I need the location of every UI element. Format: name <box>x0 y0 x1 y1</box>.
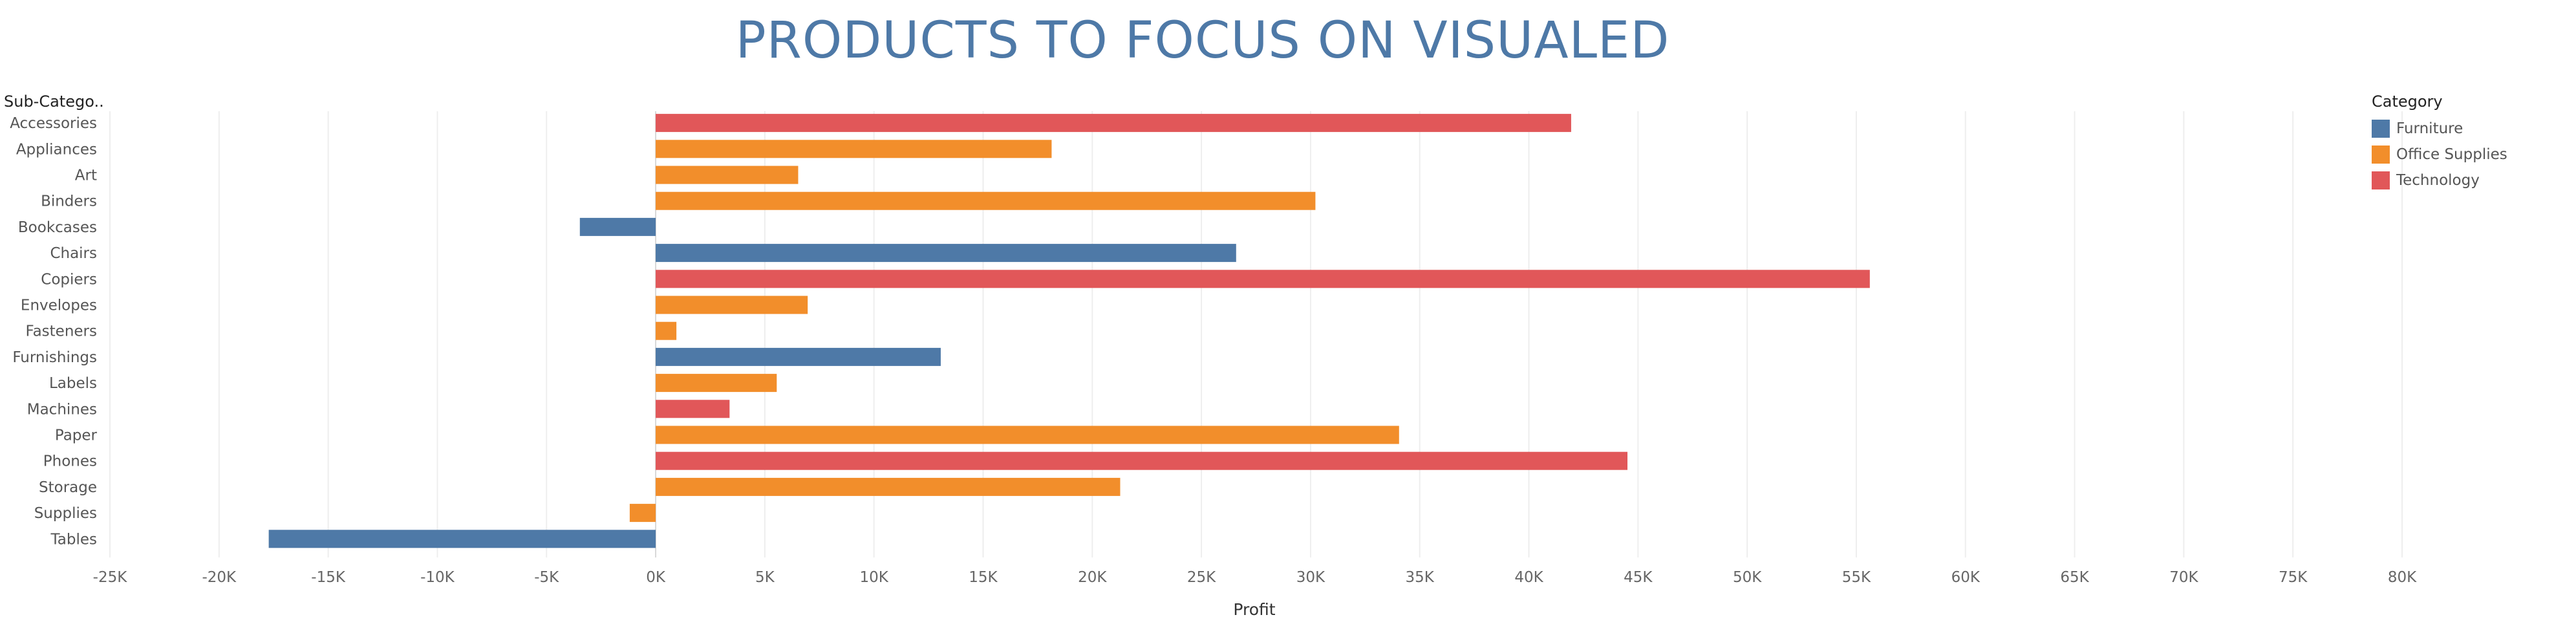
bar-tables[interactable] <box>268 530 656 548</box>
bar-accessories[interactable] <box>656 114 1571 133</box>
y-tick-label: Envelopes <box>21 297 97 314</box>
x-tick-label: 55K <box>1842 569 1871 586</box>
y-tick-label: Chairs <box>50 245 97 262</box>
legend-label: Office Supplies <box>2396 146 2507 163</box>
y-tick-label: Accessories <box>10 115 97 132</box>
bar-bookcases[interactable] <box>579 217 656 236</box>
x-tick-label: 60K <box>1951 569 1980 586</box>
bar-chairs[interactable] <box>656 244 1236 263</box>
x-tick-label: 45K <box>1624 569 1653 586</box>
x-axis-title: Profit <box>1233 600 1276 619</box>
legend-swatch <box>2372 120 2390 138</box>
bar-storage[interactable] <box>656 477 1121 496</box>
bar-art[interactable] <box>656 166 799 184</box>
legend: Category Furniture Office Supplies Technol… <box>2372 92 2572 193</box>
x-tick-label: 50K <box>1733 569 1762 586</box>
bar-appliances[interactable] <box>656 140 1052 158</box>
x-tick-label: -20K <box>202 569 237 586</box>
bar-labels[interactable] <box>656 374 777 393</box>
y-tick-label: Copiers <box>41 271 97 288</box>
legend-item-furniture[interactable]: Furniture <box>2372 116 2572 142</box>
y-tick-label: Art <box>75 167 97 184</box>
x-tick-label: 10K <box>859 569 888 586</box>
legend-label: Technology <box>2396 172 2480 189</box>
row-header: Sub-Catego.. <box>4 92 104 111</box>
y-tick-label: Fasteners <box>25 323 97 340</box>
y-tick-label: Appliances <box>16 141 97 158</box>
x-tick-label: 40K <box>1514 569 1543 586</box>
y-tick-label: Binders <box>41 193 97 210</box>
bar-furnishings[interactable] <box>656 347 941 366</box>
legend-swatch <box>2372 171 2390 189</box>
bar-envelopes[interactable] <box>656 296 808 314</box>
x-tick-label: 20K <box>1078 569 1107 586</box>
legend-swatch <box>2372 146 2390 164</box>
legend-item-technology[interactable]: Technology <box>2372 167 2572 193</box>
x-tick-label: 80K <box>2388 569 2417 586</box>
y-axis-labels: Accessories Appliances Art Binders Bookcases… <box>10 115 97 548</box>
x-tick-label: 65K <box>2060 569 2089 586</box>
y-tick-label: Phones <box>43 453 97 470</box>
x-tick-label: 15K <box>969 569 998 586</box>
bar-copiers[interactable] <box>656 270 1870 288</box>
x-tick-label: 70K <box>2169 569 2198 586</box>
y-tick-label: Furnishings <box>12 349 97 366</box>
y-tick-label: Machines <box>27 401 97 418</box>
legend-item-office-supplies[interactable]: Office Supplies <box>2372 142 2572 167</box>
legend-title: Category <box>2372 92 2443 111</box>
x-axis-tick-labels: -25K -20K -15K -10K -5K 0K 5K 10K 15K 20K 25K 30K 35… <box>93 569 2417 586</box>
bar-fasteners[interactable] <box>656 321 677 340</box>
x-tick-label: 30K <box>1296 569 1326 586</box>
y-tick-label: Paper <box>55 427 98 444</box>
bar-paper[interactable] <box>656 426 1399 444</box>
y-tick-label: Storage <box>39 479 97 496</box>
bar-layer <box>268 114 1870 548</box>
y-tick-label: Labels <box>49 375 97 392</box>
x-tick-label: 5K <box>755 569 775 586</box>
x-tick-label: -5K <box>534 569 559 586</box>
x-tick-label: 35K <box>1406 569 1435 586</box>
bar-machines[interactable] <box>656 400 730 418</box>
y-tick-label: Bookcases <box>18 219 97 236</box>
y-tick-label: Tables <box>50 531 97 548</box>
bar-phones[interactable] <box>656 451 1627 470</box>
y-tick-label: Supplies <box>34 505 97 522</box>
bar-supplies[interactable] <box>629 504 656 523</box>
x-tick-label: 75K <box>2279 569 2308 586</box>
chart-title: PRODUCTS TO FOCUS ON VISUALED <box>735 12 1670 70</box>
bar-binders[interactable] <box>656 191 1316 210</box>
grid-layer <box>109 111 2403 557</box>
legend-label: Furniture <box>2396 120 2463 137</box>
x-tick-label: 25K <box>1187 569 1216 586</box>
x-tick-label: -25K <box>93 569 128 586</box>
x-tick-label: -15K <box>311 569 346 586</box>
x-tick-label: -10K <box>420 569 455 586</box>
x-tick-label: 0K <box>646 569 666 586</box>
